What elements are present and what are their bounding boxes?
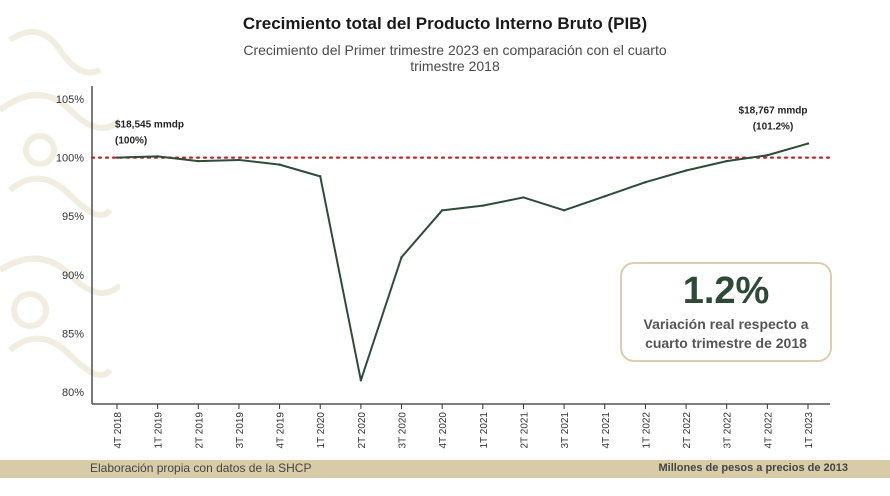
x-tick-label: 3T 2019: [235, 412, 246, 449]
data-point: [684, 169, 688, 172]
x-tick-label: 2T 2022: [682, 412, 693, 449]
x-tick-label: 2T 2021: [519, 412, 530, 449]
x-tick-label: 4T 2020: [438, 412, 449, 449]
annotation-value: $18,545 mmdp: [115, 120, 184, 131]
data-point: [806, 142, 810, 145]
y-tick-label: 90%: [62, 270, 84, 282]
y-tick-label: 80%: [62, 387, 84, 399]
x-tick-label: 1T 2020: [316, 412, 327, 449]
x-tick-label: 3T 2020: [398, 412, 409, 449]
kpi-card: 1.2% Variación real respecto a cuarto tr…: [620, 262, 832, 362]
x-tick-label: 4T 2019: [276, 412, 287, 449]
data-point: [603, 195, 606, 198]
x-tick-label: 2T 2019: [194, 412, 205, 449]
data-point: [400, 256, 403, 259]
data-point: [522, 196, 525, 199]
x-tick-label: 1T 2022: [641, 412, 652, 449]
annotation-percent: (100%): [115, 136, 147, 147]
chart-title: Crecimiento total del Producto Interno B…: [242, 14, 648, 33]
line-chart: 80% 85% 90% 95% 100% 105% 4T 2018 1T 2019 2T 201…: [56, 86, 832, 449]
kpi-value: 1.2%: [682, 270, 770, 312]
data-point: [197, 159, 200, 163]
series-line-pib: [116, 142, 809, 382]
data-point: [440, 209, 444, 212]
annotation-percent: (101.2%): [753, 122, 794, 133]
data-point: [481, 204, 485, 207]
data-point: [115, 156, 119, 159]
y-tick-label: 85%: [62, 328, 84, 340]
background-pattern: [0, 29, 120, 378]
y-tick-label: 105%: [56, 94, 84, 106]
x-tick-label: 2T 2020: [357, 412, 368, 449]
x-tick-label: 4T 2018: [113, 412, 124, 449]
x-tick-label: 1T 2019: [154, 412, 165, 449]
chart-subtitle: Crecimiento del Primer trimestre 2023 en…: [243, 42, 667, 74]
x-tick-label: 4T 2021: [601, 412, 612, 449]
footer-units: Millones de pesos a precios de 2013: [658, 462, 848, 474]
x-tick-label: 3T 2021: [560, 412, 571, 449]
footer-source: Elaboración propia con datos de la SHCP: [90, 461, 312, 475]
x-tick-label: 1T 2023: [804, 412, 815, 449]
data-point: [725, 159, 728, 163]
y-tick-label: 95%: [62, 211, 84, 223]
x-tick-label: 4T 2022: [763, 412, 774, 449]
data-point: [319, 175, 322, 178]
data-point: [156, 155, 159, 158]
x-tick-label: 3T 2022: [723, 412, 734, 449]
data-point: [644, 181, 647, 184]
data-point: [562, 209, 566, 212]
data-point: [359, 379, 363, 382]
kpi-label: Variación real respecto a cuarto trimest…: [643, 316, 809, 351]
data-point: [237, 158, 241, 162]
annotation-value: $18,767 mmdp: [739, 106, 808, 117]
data-point: [766, 154, 769, 157]
x-tick-label: 1T 2021: [479, 412, 490, 449]
footer-bar: Elaboración propia con datos de la SHCP …: [0, 460, 890, 478]
y-tick-label: 100%: [56, 153, 84, 165]
data-point: [278, 163, 281, 166]
